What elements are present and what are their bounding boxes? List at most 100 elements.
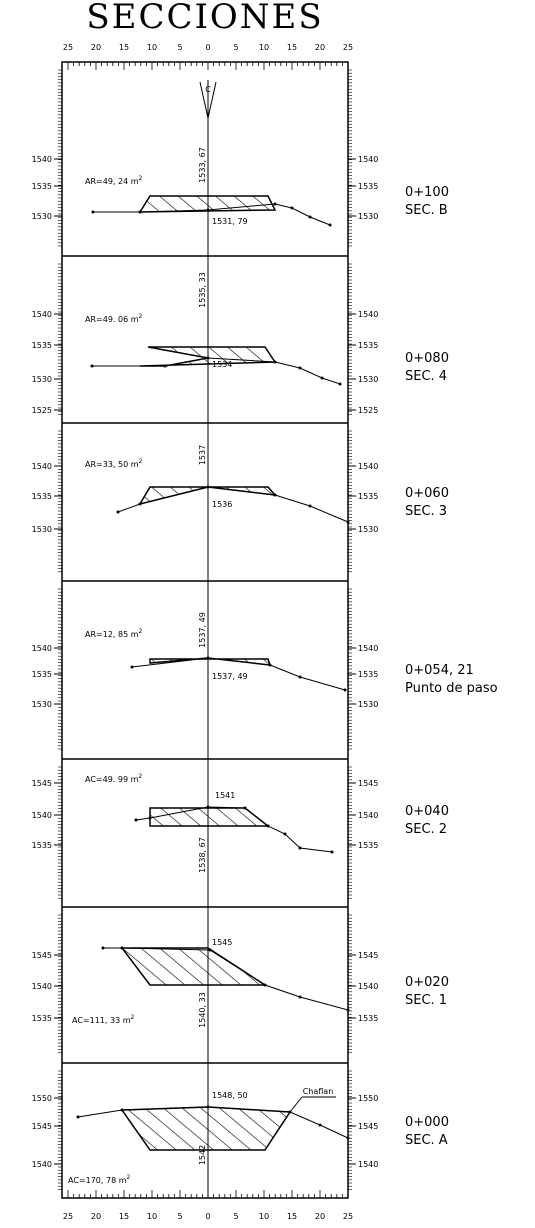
top-axis-label: 10 (259, 43, 269, 52)
ground-point (346, 520, 350, 524)
area-text: AR=33, 50 m (85, 460, 139, 469)
point-elevation-label: 1537, 49 (212, 672, 248, 681)
ground-point (263, 983, 267, 987)
elev-label-left: 1525 (32, 406, 52, 415)
ground-point (148, 816, 152, 820)
ground-point (268, 663, 272, 667)
title: SECCIONES (86, 0, 323, 37)
bottom-axis-label: 5 (233, 1212, 238, 1221)
ground-point (138, 502, 142, 506)
frame (61, 61, 349, 1199)
ground-line (77, 1106, 349, 1139)
ground-point (208, 948, 212, 952)
ground-point (318, 1123, 322, 1127)
elev-label-right: 1540 (358, 1160, 378, 1169)
ground-point (130, 665, 134, 669)
ground-point (206, 208, 210, 212)
station-label: 0+054, 21 (405, 663, 474, 678)
area-label: AR=33, 50 m2 (85, 458, 143, 469)
section-name: SEC. A (405, 1133, 448, 1148)
bottom-axis-label: 5 (177, 1212, 182, 1221)
elev-label-left: 1530 (32, 375, 52, 384)
area-text: AR=49, 24 m (85, 177, 139, 186)
elev-label-left: 1540 (32, 310, 52, 319)
point-elevation-label: 1534 (212, 360, 232, 369)
elev-label-left: 1535 (32, 1014, 52, 1023)
chaflan-label: Chaflan (303, 1087, 334, 1096)
elev-label-left: 1540 (32, 982, 52, 991)
ground-point (101, 946, 105, 950)
centerline-mark: C (205, 85, 211, 94)
elev-label-left: 1540 (32, 462, 52, 471)
elev-label-left: 1545 (32, 951, 52, 960)
ground-point (163, 364, 167, 368)
chaflan-leader (289, 1096, 303, 1113)
ground-point (298, 366, 302, 370)
elev-label-right: 1545 (358, 779, 378, 788)
section-name: SEC. 4 (405, 369, 447, 384)
ground-point (120, 946, 124, 950)
elev-label-left: 1540 (32, 811, 52, 820)
ground-point (288, 1110, 292, 1114)
elev-label-right: 1530 (358, 700, 378, 709)
elev-label-right: 1535 (358, 492, 378, 501)
elev-label-right: 1535 (358, 182, 378, 191)
ground-point (320, 376, 324, 380)
section-name: SEC. 1 (405, 993, 447, 1008)
axis-elevation-label: 1537 (198, 445, 207, 465)
area-text: AC=170, 78 m (68, 1176, 127, 1185)
ground-point (308, 504, 312, 508)
ground-point (206, 656, 210, 660)
area-exp: 2 (139, 458, 143, 465)
elev-label-left: 1540 (32, 644, 52, 653)
ground-point (90, 364, 94, 368)
ground-point (273, 493, 277, 497)
ground-point (76, 1115, 80, 1119)
elev-label-right: 1530 (358, 375, 378, 384)
elev-label-left: 1540 (32, 1160, 52, 1169)
point-elevation-label: 1548, 50 (212, 1091, 248, 1100)
ground-point (266, 824, 270, 828)
section-name: SEC. B (405, 203, 448, 218)
station-label: 0+080 (405, 351, 449, 366)
ground-point (273, 202, 277, 206)
station-label: 0+060 (405, 486, 449, 501)
area-exp: 2 (138, 773, 142, 780)
point-elevation-label: 1545 (212, 938, 232, 947)
area-text: AR=49. 06 m (85, 315, 139, 324)
elev-label-right: 1535 (358, 841, 378, 850)
elev-label-right: 1530 (358, 212, 378, 221)
bottom-axis-label: 0 (205, 1212, 210, 1221)
elev-label-right: 1545 (358, 951, 378, 960)
ground-point (298, 846, 302, 850)
bottom-axis-label: 25 (63, 1212, 73, 1221)
area-exp: 2 (139, 313, 143, 320)
section-name: SEC. 2 (405, 822, 447, 837)
ground-point (290, 206, 294, 210)
area-text: AC=111, 33 m (72, 1016, 131, 1025)
bottom-axis-label: 10 (259, 1212, 269, 1221)
cut-fill-area (120, 1106, 292, 1151)
top-axis-label: 15 (287, 43, 297, 52)
ground-point (298, 995, 302, 999)
elev-label-right: 1540 (358, 982, 378, 991)
axis-elevation-label: 1538, 67 (198, 837, 207, 873)
area-text: AC=49. 99 m (85, 775, 139, 784)
top-axis-label: 25 (343, 43, 353, 52)
cut-fill-area (139, 346, 277, 367)
ground-point (206, 485, 210, 489)
elev-label-right: 1535 (358, 670, 378, 679)
point-elevation-label: 1541 (215, 791, 235, 800)
top-axis-label: 25 (63, 43, 73, 52)
top-axis-label: 5 (233, 43, 238, 52)
elev-label-left: 1545 (32, 779, 52, 788)
area-exp: 2 (139, 175, 143, 182)
ground-point (346, 1136, 350, 1140)
elev-label-right: 1525 (358, 406, 378, 415)
ground-point (206, 356, 210, 360)
bottom-axis-label: 20 (91, 1212, 101, 1221)
ground-point (273, 360, 277, 364)
point-elevation-label: 1536 (212, 500, 232, 509)
top-axis-label: 0 (205, 43, 210, 52)
ground-point (328, 223, 332, 227)
